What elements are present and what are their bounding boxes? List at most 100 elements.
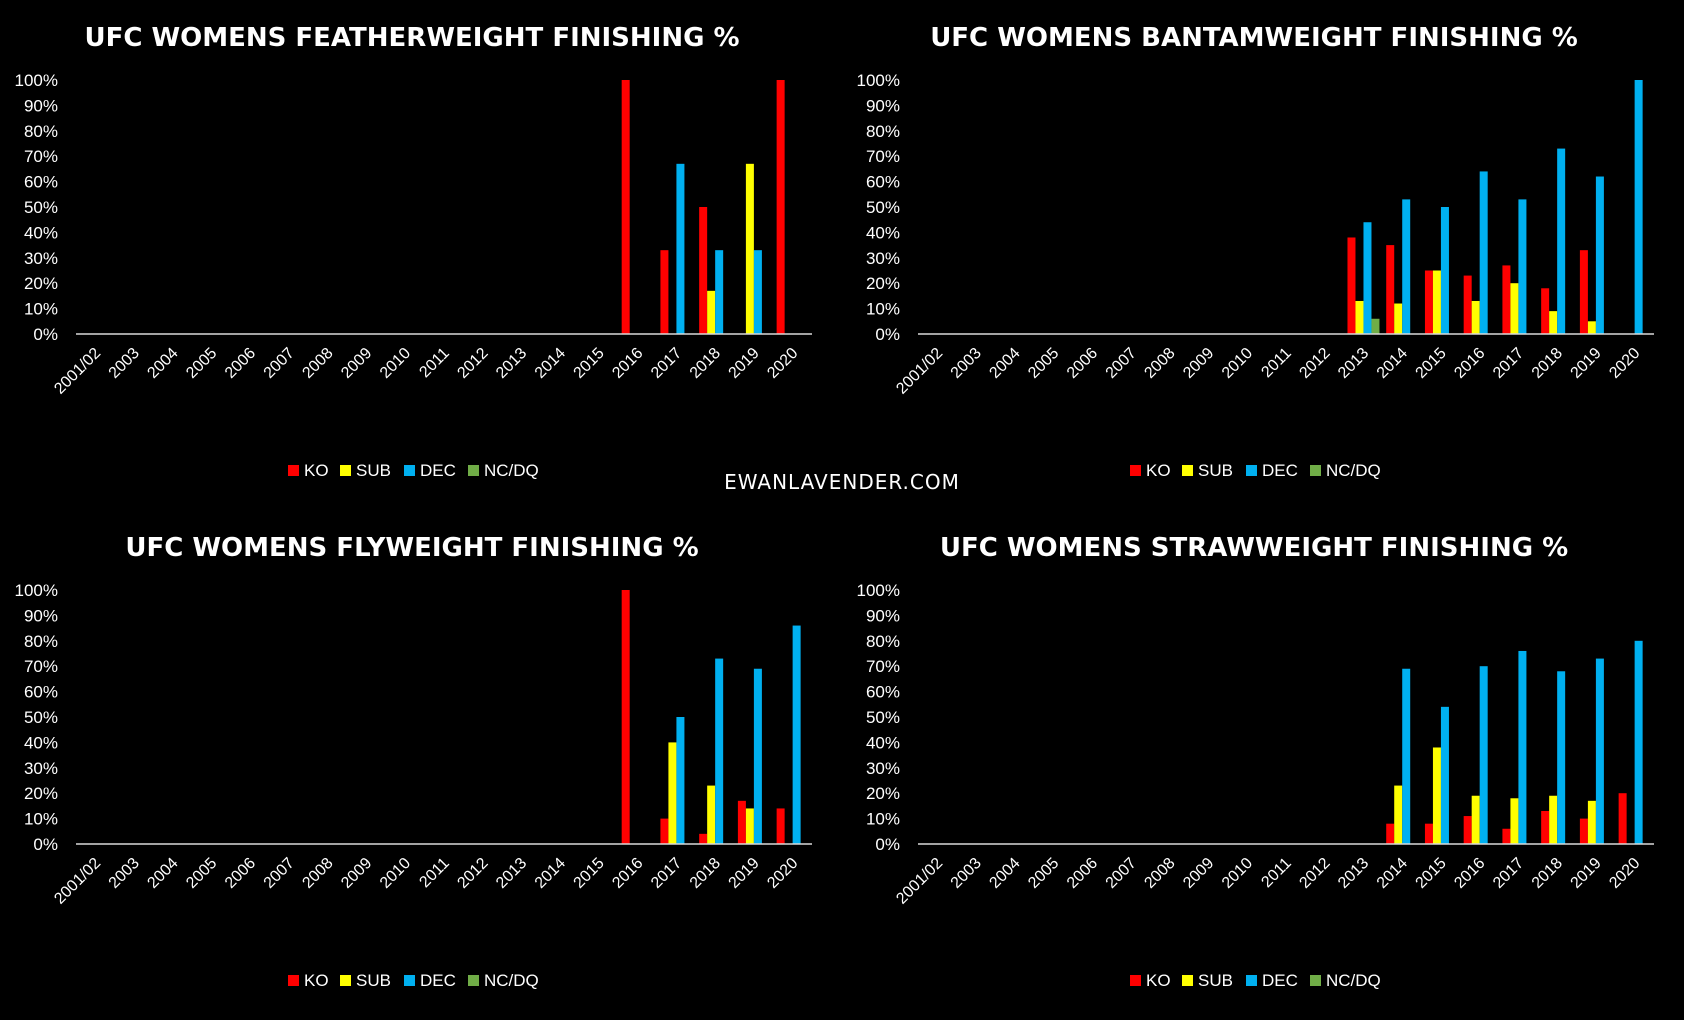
bar-dec-2018 xyxy=(1557,671,1566,844)
y-tick-label: 30% xyxy=(24,249,58,268)
legend-label-sub: SUB xyxy=(1198,461,1233,480)
bar-sub-2019 xyxy=(745,808,754,844)
x-tick-label: 2019 xyxy=(1568,345,1605,382)
bar-dec-2015 xyxy=(1440,207,1449,334)
legend-swatch-ncdq xyxy=(468,975,479,986)
x-tick-label: 2013 xyxy=(493,345,530,382)
legend-swatch-dec xyxy=(404,465,415,476)
x-tick-label: 2009 xyxy=(338,345,375,382)
legend-label-dec: DEC xyxy=(420,971,456,990)
x-tick-label: 2016 xyxy=(609,855,646,892)
x-tick-label: 2010 xyxy=(1219,345,1256,382)
y-tick-label: 40% xyxy=(24,733,58,752)
y-tick-label: 60% xyxy=(866,683,900,702)
y-tick-label: 80% xyxy=(24,632,58,651)
bar-dec-2014 xyxy=(1402,668,1411,844)
x-tick-label: 2006 xyxy=(222,855,259,892)
bar-sub-2018 xyxy=(707,290,716,334)
y-tick-label: 50% xyxy=(24,198,58,217)
x-tick-label: 2012 xyxy=(1296,345,1333,382)
x-tick-label: 2020 xyxy=(1606,855,1643,892)
x-tick-label: 2017 xyxy=(1490,345,1527,382)
legend-swatch-dec xyxy=(1246,975,1257,986)
bar-dec-2017 xyxy=(676,163,685,334)
x-tick-label: 2018 xyxy=(687,855,724,892)
y-tick-label: 90% xyxy=(866,96,900,115)
legend-label-ncdq: NC/DQ xyxy=(484,461,539,480)
y-tick-label: 40% xyxy=(866,223,900,242)
legend-swatch-sub xyxy=(340,975,351,986)
legend-swatch-ko xyxy=(288,465,299,476)
bar-ko-2015 xyxy=(1424,823,1433,844)
legend-swatch-ko xyxy=(1130,465,1141,476)
y-tick-label: 20% xyxy=(24,274,58,293)
bar-sub-2014 xyxy=(1394,785,1403,844)
bar-dec-2019 xyxy=(1595,658,1604,844)
bar-dec-2015 xyxy=(1440,706,1449,844)
legend-swatch-dec xyxy=(404,975,415,986)
bar-dec-2016 xyxy=(1479,666,1488,844)
y-tick-label: 60% xyxy=(24,683,58,702)
chart-title: UFC WOMENS FLYWEIGHT FINISHING % xyxy=(125,533,698,563)
bar-ko-2018 xyxy=(1541,288,1550,334)
x-tick-label: 2004 xyxy=(986,345,1023,382)
chart-title: UFC WOMENS FEATHERWEIGHT FINISHING % xyxy=(84,23,739,53)
bar-dec-2019 xyxy=(753,250,762,334)
bar-ko-2018 xyxy=(699,833,708,844)
bar-dec-2020 xyxy=(1634,640,1643,844)
y-tick-label: 60% xyxy=(866,173,900,192)
y-tick-label: 100% xyxy=(15,71,58,90)
chart-svg: UFC WOMENS FEATHERWEIGHT FINISHING % 0% 10… xyxy=(15,23,812,480)
x-tick-label: 2005 xyxy=(1025,345,1062,382)
bar-ko-2014 xyxy=(1386,245,1395,334)
x-tick-label: 2015 xyxy=(1413,345,1450,382)
bar-ko-2014 xyxy=(1386,823,1395,844)
x-tick-label: 2003 xyxy=(106,855,143,892)
bar-ko-2013 xyxy=(1347,237,1356,334)
x-tick-label: 2008 xyxy=(299,345,336,382)
bar-ko-2015 xyxy=(1424,270,1433,334)
x-tick-label: 2019 xyxy=(726,345,763,382)
y-tick-label: 70% xyxy=(24,657,58,676)
y-tick-label: 10% xyxy=(24,300,58,319)
x-tick-label: 2010 xyxy=(377,345,414,382)
y-tick-label: 50% xyxy=(866,708,900,727)
x-tick-label: 2010 xyxy=(377,855,414,892)
x-tick-label: 2005 xyxy=(1025,855,1062,892)
legend-swatch-sub xyxy=(1182,465,1193,476)
y-tick-label: 10% xyxy=(866,810,900,829)
y-tick-label: 0% xyxy=(875,835,900,854)
bar-dec-2020 xyxy=(792,625,801,844)
x-tick-label: 2001/02 xyxy=(51,345,104,398)
y-tick-label: 0% xyxy=(33,325,58,344)
x-tick-label: 2015 xyxy=(571,855,608,892)
x-tick-label: 2010 xyxy=(1219,855,1256,892)
legend-label-ko: KO xyxy=(1146,461,1171,480)
bar-dec-2018 xyxy=(715,250,724,334)
x-tick-label: 2011 xyxy=(416,345,452,381)
legend-label-sub: SUB xyxy=(356,461,391,480)
bar-ko-2019 xyxy=(1579,250,1588,334)
chart-svg: UFC WOMENS FLYWEIGHT FINISHING % 0% 10% 20%… xyxy=(15,533,812,990)
chart-panel-flyweight: UFC WOMENS FLYWEIGHT FINISHING % 0% 10% 20%… xyxy=(0,510,842,1020)
y-tick-label: 0% xyxy=(33,835,58,854)
y-tick-label: 60% xyxy=(24,173,58,192)
x-tick-label: 2005 xyxy=(183,855,220,892)
x-tick-label: 2011 xyxy=(1258,345,1294,381)
x-tick-label: 2004 xyxy=(986,855,1023,892)
x-tick-label: 2015 xyxy=(571,345,608,382)
bar-sub-2017 xyxy=(668,742,677,844)
bar-sub-2019 xyxy=(1587,321,1596,334)
chart-panel-bantamweight: UFC WOMENS BANTAMWEIGHT FINISHING % 0% 10%… xyxy=(842,0,1684,510)
y-tick-label: 90% xyxy=(24,606,58,625)
bar-dec-2013 xyxy=(1363,222,1372,334)
legend-swatch-ko xyxy=(288,975,299,986)
bar-ko-2017 xyxy=(660,818,669,844)
y-tick-label: 70% xyxy=(866,147,900,166)
chart-panel-strawweight: UFC WOMENS STRAWWEIGHT FINISHING % 0% 10% 2… xyxy=(842,510,1684,1020)
bar-sub-2017 xyxy=(1510,283,1519,334)
bar-dec-2017 xyxy=(676,717,685,844)
y-tick-label: 70% xyxy=(24,147,58,166)
bar-ko-2019 xyxy=(737,800,746,844)
x-tick-label: 2008 xyxy=(1141,855,1178,892)
